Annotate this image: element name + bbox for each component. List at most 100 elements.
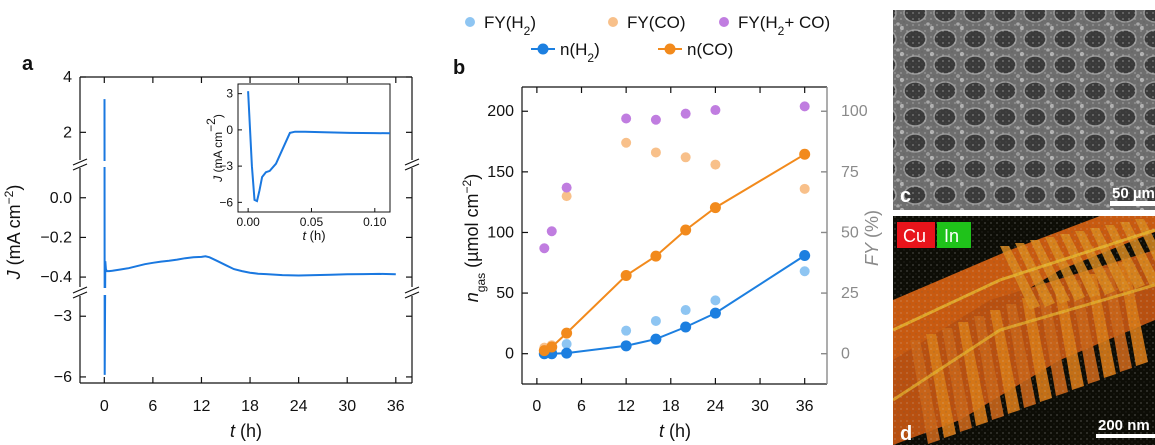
x-tick-label: 36: [796, 398, 814, 415]
panel-d: Cu In d 200 nm: [893, 216, 1155, 445]
inset-current-line: [247, 91, 391, 203]
panel-d-label: d: [900, 423, 912, 445]
panel-b: b FY(H2) FY(CO) FY(H2+ CO) n(H2) n(CO) 0 6 12 1…: [453, 13, 882, 441]
data-point-n-h-: [650, 333, 662, 345]
x-tick-label: 6: [577, 398, 586, 415]
data-point-n-co-: [561, 327, 573, 339]
x-tick-label: 12: [193, 398, 211, 415]
inset-y-tick-label: 3: [226, 87, 233, 101]
data-point-fy-co-: [799, 183, 810, 194]
y-tick-label: 100: [487, 224, 514, 241]
legend-marker: [608, 17, 618, 27]
data-point-n-h-: [561, 347, 573, 359]
data-point-fy-h-co-: [799, 101, 810, 112]
in-label: In: [944, 226, 959, 246]
series-line-n-h-: [544, 254, 806, 355]
y-tick-right-label: 25: [841, 285, 859, 302]
panel-d-scalebar: [1096, 434, 1155, 438]
x-tick-label: 24: [707, 398, 725, 415]
data-point-fy-h-co-: [539, 243, 550, 254]
y-tick-label: 0: [505, 346, 514, 363]
x-tick-label: 30: [751, 398, 769, 415]
data-point-fy-h-: [710, 295, 721, 306]
data-point-fy-h-co-: [621, 113, 632, 124]
x-tick-label: 6: [148, 398, 157, 415]
data-point-fy-h-: [621, 325, 632, 336]
inset-y-tick-label: −6: [219, 195, 233, 209]
panel-a-inset: 0.00 0.05 0.10 3 0 −3 −6 t (h) J (mA cm−2): [204, 83, 391, 243]
panel-a-label: a: [22, 53, 34, 75]
data-point-n-h-: [799, 250, 811, 262]
data-point-fy-co-: [680, 152, 691, 163]
panel-c-label: c: [900, 185, 911, 207]
data-point-n-co-: [620, 270, 632, 282]
x-tick-label: 0: [100, 398, 109, 415]
axis-break-mark: [404, 291, 420, 299]
legend-label: n(H2): [560, 40, 600, 65]
break-gap-mask: [95, 288, 107, 295]
data-point-n-co-: [650, 250, 662, 262]
legend-label: FY(H2+ CO): [738, 13, 830, 38]
legend-marker: [537, 43, 549, 55]
data-point-fy-h-co-: [710, 105, 721, 116]
y-tick-right-label: 0: [841, 346, 850, 363]
break-gap-mask: [95, 161, 107, 167]
data-point-fy-h-: [680, 305, 691, 316]
y-tick-label: −6: [54, 369, 72, 386]
panel-c-scalebar-label: 50 µm: [1112, 185, 1155, 202]
y-tick-label: −3: [54, 308, 72, 325]
x-tick-label: 24: [290, 398, 308, 415]
axis-break-mark: [72, 291, 88, 299]
axis-break-mark: [404, 163, 420, 171]
data-point-n-h-: [680, 321, 692, 333]
data-point-fy-co-: [650, 147, 661, 158]
legend-marker: [719, 17, 729, 27]
x-tick-label: 12: [617, 398, 635, 415]
y-tick-label: 150: [487, 164, 514, 181]
data-point-fy-co-: [561, 191, 572, 202]
cu-label-bg: [897, 222, 935, 248]
data-point-n-h-: [709, 307, 721, 319]
data-point-fy-h-co-: [680, 108, 691, 119]
data-point-fy-h-: [650, 315, 661, 326]
panel-a-series: [95, 99, 396, 375]
x-tick-label: 18: [662, 398, 680, 415]
panel-b-series: [538, 101, 811, 360]
panel-b-axes: 0 6 12 18 24 30 36 0 50 100 150 200 0 25 50 75 100 t (h) n…: [460, 86, 882, 441]
current-density-line: [103, 99, 396, 375]
inset-frame: [237, 83, 391, 213]
x-axis-title: t (h): [659, 421, 691, 441]
axis-break-mark: [72, 286, 88, 294]
inset-x-tick-label: 0.00: [236, 215, 260, 229]
panel-d-scalebar-label: 200 nm: [1098, 417, 1150, 434]
axis-break-mark: [72, 158, 88, 166]
axis-break-mark: [72, 163, 88, 171]
y-tick-label: −0.4: [40, 269, 72, 286]
panel-c-scalebar: [1110, 201, 1155, 206]
data-point-n-co-: [546, 341, 558, 353]
panel-c: c 50 µm: [893, 10, 1155, 210]
series-line-n-co-: [543, 153, 806, 352]
inset-x-tick-label: 0.10: [363, 215, 387, 229]
y-tick-label: 50: [496, 285, 514, 302]
data-point-fy-co-: [710, 159, 721, 170]
in-label-bg: [937, 222, 971, 248]
data-point-n-co-: [680, 224, 692, 236]
cu-label: Cu: [903, 226, 926, 246]
data-point-n-co-: [799, 148, 811, 160]
y-tick-label: 4: [63, 69, 72, 86]
y-tick-right-label: 50: [841, 224, 859, 241]
axis-break-mark: [404, 286, 420, 294]
y-tick-right-label: 75: [841, 164, 859, 181]
legend-marker: [664, 43, 676, 55]
y-axis-right-title: FY (%): [862, 210, 882, 266]
sem-grain: [893, 10, 1155, 210]
y-tick-label: 2: [63, 124, 72, 141]
data-point-fy-h-co-: [650, 114, 661, 125]
axis-break-mark: [404, 158, 420, 166]
legend-label: n(CO): [687, 40, 733, 59]
data-point-fy-h-co-: [561, 182, 572, 193]
